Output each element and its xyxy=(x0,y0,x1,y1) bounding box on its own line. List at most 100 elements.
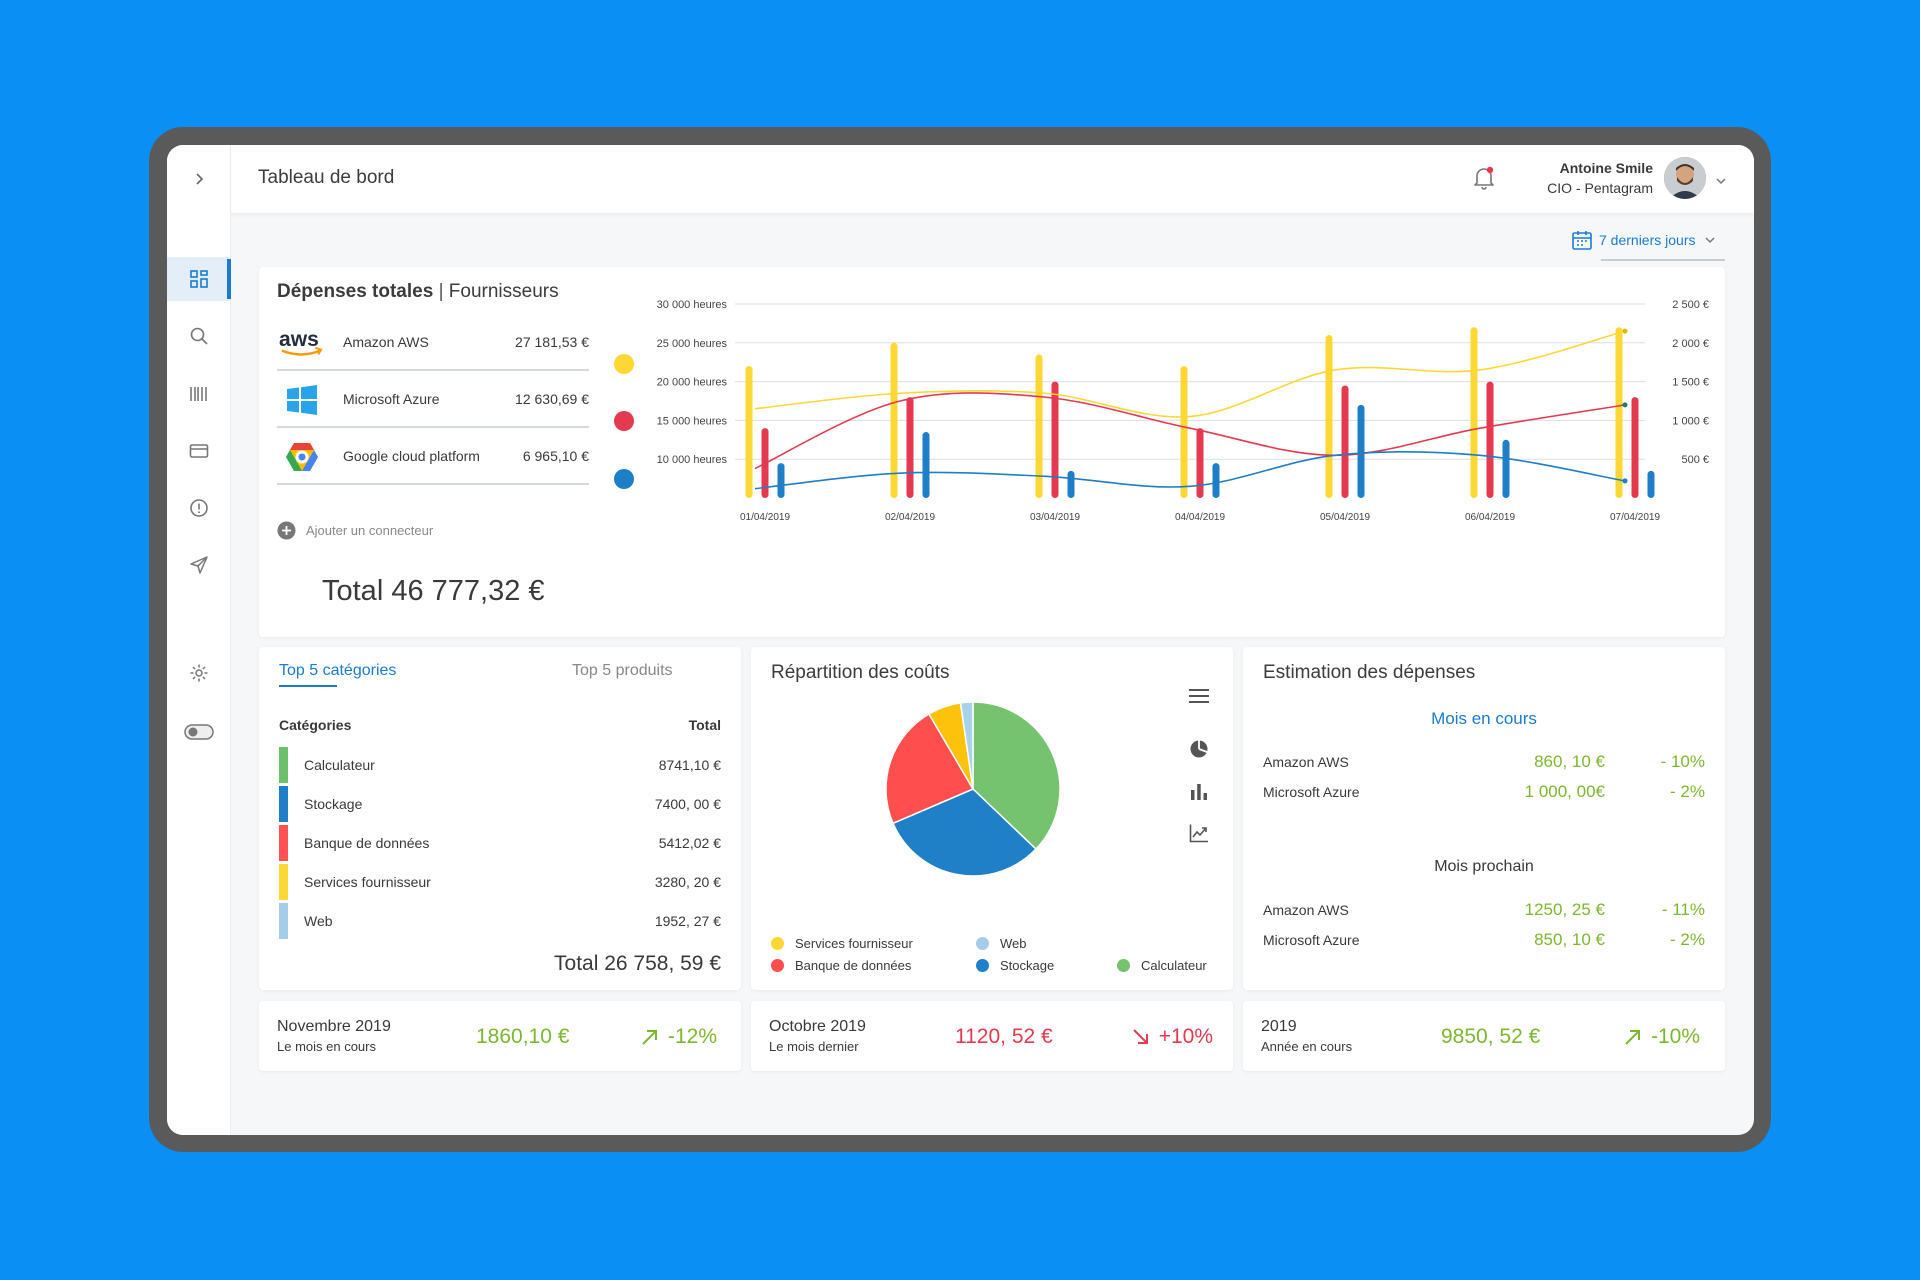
menu-button[interactable] xyxy=(1188,687,1210,710)
chart-bar xyxy=(1325,335,1333,498)
table-row[interactable]: Stockage 7400, 00 € xyxy=(279,786,721,822)
chart-bar xyxy=(1180,366,1188,498)
bell-icon xyxy=(1474,166,1494,190)
chart-bar xyxy=(890,342,898,498)
kpi-period: Novembre 2019 xyxy=(277,1018,391,1035)
pie-slice[interactable] xyxy=(885,712,975,825)
y-left-tick-label: 15 000 heures xyxy=(657,415,728,427)
y-right-tick-label: 2 000 € xyxy=(1672,338,1709,350)
kpi-period: 2019 xyxy=(1261,1018,1297,1035)
active-tab-indicator xyxy=(279,685,337,687)
pie-slice[interactable] xyxy=(892,788,1037,877)
bar-view-button[interactable] xyxy=(1189,781,1209,806)
dashboard-icon xyxy=(190,270,208,288)
toggle-icon xyxy=(184,724,214,740)
x-tick-label: 01/04/2019 xyxy=(740,512,790,523)
estimate-provider: Microsoft Azure xyxy=(1263,932,1360,948)
table-row[interactable]: Calculateur 8741,10 € xyxy=(279,747,721,783)
avatar[interactable] xyxy=(1664,157,1706,199)
table-row[interactable]: Services fournisseur 3280, 20 € xyxy=(279,864,721,900)
category-color-bar xyxy=(279,903,288,939)
legend-item: Calculateur xyxy=(1117,958,1207,973)
table-row[interactable]: Web 1952, 27 € xyxy=(279,903,721,939)
arrow-up-right-icon xyxy=(1625,1030,1640,1045)
expand-sidebar-button[interactable] xyxy=(167,157,231,201)
spend-title-sub: Fournisseurs xyxy=(448,281,559,302)
estimate-value: 1 000, 00€ xyxy=(1524,782,1605,801)
category-value: 8741,10 € xyxy=(658,757,721,773)
date-range-select[interactable]: 7 derniers jours xyxy=(1571,229,1716,251)
tab-top5-products[interactable]: Top 5 produits xyxy=(572,662,673,679)
tab-top5-categories[interactable]: Top 5 catégories xyxy=(279,662,397,679)
theme-toggle[interactable] xyxy=(167,710,231,754)
page-title: Tableau de bord xyxy=(258,167,395,188)
arrow-down-right-icon xyxy=(1132,1029,1148,1044)
provider-value: 12 630,69 € xyxy=(515,391,589,407)
chevron-down-icon xyxy=(1716,178,1726,185)
search-icon xyxy=(190,327,208,345)
legend-item: Web xyxy=(976,936,1027,951)
spend-title: Dépenses totales | Fournisseurs xyxy=(277,281,559,302)
svg-text:aws: aws xyxy=(279,328,319,351)
category-name: Services fournisseur xyxy=(304,874,431,890)
legend-dot xyxy=(976,937,989,950)
legend-item: Services fournisseur xyxy=(771,936,913,951)
y-right-tick-label: 1 500 € xyxy=(1672,377,1709,389)
pie-view-button[interactable] xyxy=(1189,739,1209,764)
provider-color-dot xyxy=(614,411,634,431)
nav-dashboard[interactable] xyxy=(167,257,231,301)
estimate-title: Estimation des dépenses xyxy=(1263,662,1476,683)
cost-pie-chart xyxy=(885,701,1061,877)
table-row[interactable]: Banque de données 5412,02 € xyxy=(279,825,721,861)
gear-icon xyxy=(190,664,208,682)
y-left-tick-label: 20 000 heures xyxy=(657,377,728,389)
current-month-label: Mois en cours xyxy=(1431,709,1537,728)
line-view-button[interactable] xyxy=(1189,823,1209,848)
legend-label: Banque de données xyxy=(795,958,912,973)
chart-bar xyxy=(1035,354,1043,498)
provider-row-aws[interactable]: aws Amazon AWS 27 181,53 € xyxy=(277,314,589,371)
provider-name: Amazon AWS xyxy=(343,334,429,350)
kpi-card-year: 2019 Année en cours 9850, 52 € -10% xyxy=(1243,1001,1725,1071)
y-right-tick-label: 500 € xyxy=(1681,454,1709,466)
top-bar: Tableau de bord Antoine Smile CIO - Pent… xyxy=(231,145,1754,213)
provider-row-azure[interactable]: Microsoft Azure 12 630,69 € xyxy=(277,371,589,428)
estimate-card: Estimation des dépenses Mois en cours Am… xyxy=(1243,647,1725,990)
chart-line-endpoint xyxy=(1622,478,1628,484)
add-connector-button[interactable]: Ajouter un connecteur xyxy=(277,521,433,540)
chart-bar xyxy=(1502,439,1510,498)
top5-total: Total 26 758, 59 € xyxy=(554,952,721,975)
nav-billing[interactable] xyxy=(167,429,231,473)
chart-bar xyxy=(1486,381,1494,498)
pie-slice[interactable] xyxy=(972,701,1061,851)
user-name: Antoine Smile xyxy=(1559,160,1653,176)
kpi-delta-label: -12% xyxy=(667,1025,717,1048)
y-left-tick-label: 25 000 heures xyxy=(657,338,728,350)
alert-circle-icon xyxy=(190,499,208,517)
nav-search[interactable] xyxy=(167,314,231,358)
chart-bar xyxy=(1647,470,1655,498)
next-month-label: Mois prochain xyxy=(1434,858,1534,875)
sidebar xyxy=(167,145,231,1135)
hamburger-menu-icon xyxy=(1189,689,1209,703)
y-right-tick-label: 2 500 € xyxy=(1672,299,1709,311)
user-menu-button[interactable] xyxy=(1715,173,1727,191)
nav-alerts[interactable] xyxy=(167,486,231,530)
legend-dot xyxy=(771,937,784,950)
nav-barcode[interactable] xyxy=(167,372,231,416)
y-left-tick-label: 10 000 heures xyxy=(657,454,728,466)
category-color-bar xyxy=(279,864,288,900)
provider-row-gcp[interactable]: Google cloud platform 6 965,10 € xyxy=(277,428,589,485)
chart-line-endpoint xyxy=(1622,328,1628,334)
legend-item: Banque de données xyxy=(771,958,911,973)
estimate-value: 850, 10 € xyxy=(1534,930,1605,949)
kpi-value: 1120, 52 € xyxy=(955,1025,1053,1048)
notifications-button[interactable] xyxy=(1472,165,1496,196)
nav-send[interactable] xyxy=(167,543,231,587)
line-chart-icon xyxy=(1189,824,1208,843)
pie-slice[interactable] xyxy=(959,701,974,790)
nav-settings[interactable] xyxy=(167,651,231,695)
legend-dot xyxy=(771,959,784,972)
legend-item: Stockage xyxy=(976,958,1054,973)
estimate-delta: - 11% xyxy=(1661,900,1705,919)
